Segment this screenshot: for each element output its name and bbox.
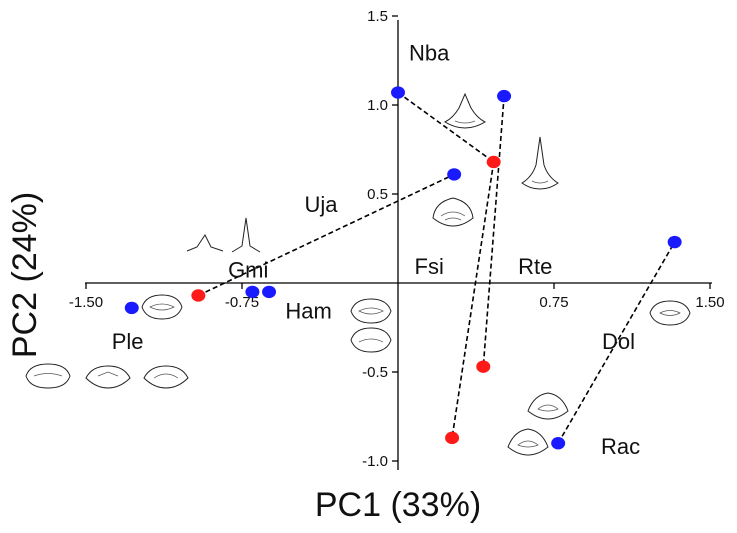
taxon-label: Uja [305, 192, 339, 217]
y-axis-title: PC2 (24%) [6, 192, 44, 358]
y-tick-label: -0.5 [362, 364, 388, 381]
y-tick-label: 1.5 [367, 8, 388, 25]
tooth-icon-profile-low [186, 234, 224, 252]
tooth-icon-crown-ple-1 [25, 363, 71, 389]
red-data-point [191, 289, 206, 302]
x-tick-label: 1.50 [695, 294, 724, 311]
connection-line [451, 161, 495, 438]
tooth-icon-crown-rac-2 [507, 428, 549, 456]
taxon-label: Ham [285, 299, 331, 324]
tooth-illustrations [25, 92, 691, 456]
blue-data-point [667, 235, 682, 249]
blue-data-point [262, 285, 277, 299]
connection-lines [197, 91, 676, 444]
taxon-label: Ple [112, 329, 144, 354]
connection-line [197, 173, 455, 297]
tooth-icon-crown-ple-3 [143, 365, 189, 389]
blue-data-point [497, 89, 512, 103]
axis-ticks: -1.50 -0.75 0.75 1.50 1.5 1.0 0.5 -0.5 -1.0 [69, 8, 725, 470]
connection-line [482, 96, 505, 367]
tooth-icon-crown-left [141, 294, 183, 320]
point-labels: Nba Uja Gmi Fsi Rte Ham Ple Dol Rac [112, 41, 640, 459]
tooth-icon-profile-tall [231, 217, 261, 253]
tooth-icon-crown-right [649, 300, 691, 326]
taxon-label: Gmi [228, 258, 268, 283]
tooth-icon-crown-ple-2 [85, 365, 131, 389]
tooth-icon-crown-ornate [432, 197, 474, 227]
tooth-icon-crown-ham-2 [350, 327, 392, 353]
taxon-label: Dol [602, 329, 635, 354]
blue-data-point [551, 437, 566, 450]
blue-data-point [391, 86, 405, 99]
tooth-icon-tall-cusp [521, 136, 559, 190]
taxon-label: Fsi [415, 254, 444, 279]
x-tick-label: -0.75 [225, 294, 259, 311]
tooth-icon-crown-rac-1 [527, 392, 569, 420]
blue-data-point [124, 301, 139, 315]
data-points [124, 86, 682, 450]
y-tick-label: 1.0 [367, 97, 388, 114]
tooth-icon-high-cusp [443, 92, 487, 129]
tooth-icon-crown-ham-1 [350, 298, 392, 324]
taxon-label: Nba [409, 41, 450, 66]
blue-data-point [245, 285, 260, 299]
connection-line [557, 241, 676, 444]
red-data-point [476, 360, 491, 373]
connection-line [397, 91, 495, 163]
taxon-label: Rte [518, 254, 552, 279]
x-tick-label: 0.75 [539, 294, 568, 311]
taxon-label: Rac [601, 434, 640, 459]
blue-data-point [447, 168, 462, 181]
red-data-point [445, 431, 460, 445]
y-tick-label: -1.0 [362, 453, 388, 470]
red-data-point [486, 155, 501, 169]
x-axis-title: PC1 (33%) [315, 486, 481, 524]
y-tick-label: 0.5 [367, 186, 388, 203]
x-tick-label: -1.50 [69, 294, 103, 311]
